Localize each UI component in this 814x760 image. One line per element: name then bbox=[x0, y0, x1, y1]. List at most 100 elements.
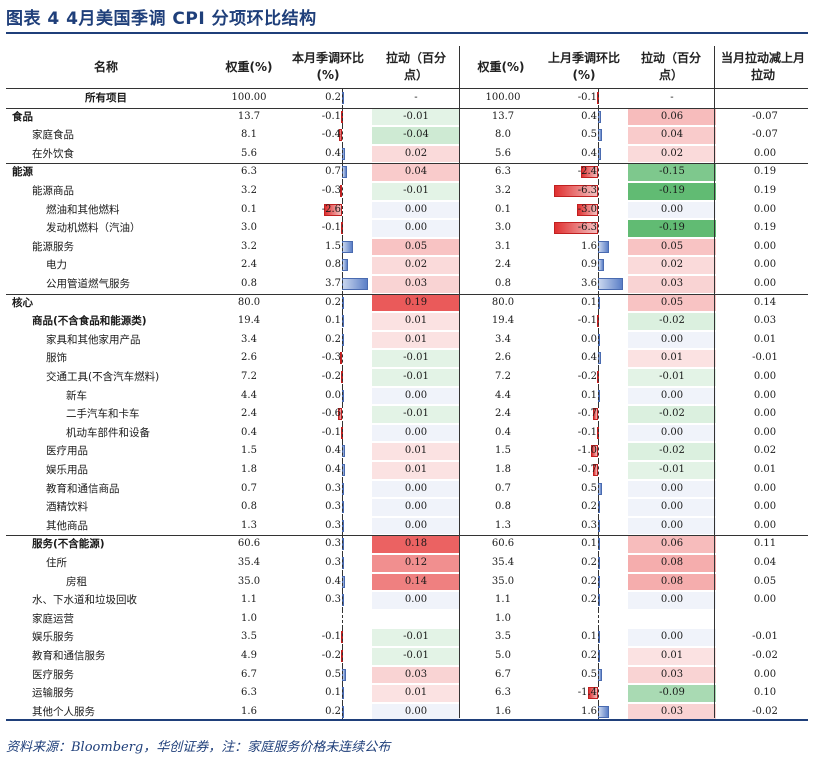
pull-current: -0.01 bbox=[372, 350, 460, 367]
pull-previous: 0.00 bbox=[628, 517, 716, 535]
row-name: 能源商品 bbox=[32, 185, 74, 197]
table-row: 燃油和其他燃料 0.1 -2.6 0.00 0.1 -3.0 0.00 0.00 bbox=[6, 200, 808, 220]
pull-difference: 0.00 bbox=[753, 371, 777, 382]
table-row: 服饰 2.6 -0.3 -0.01 2.6 0.4 0.01 -0.01 bbox=[6, 349, 808, 368]
mom-current-cell: -2.6 bbox=[290, 200, 374, 220]
pull-previous: -0.09 bbox=[628, 685, 716, 702]
pull-difference: 0.00 bbox=[753, 594, 777, 606]
zero-axis-line bbox=[598, 349, 599, 368]
row-name: 教育和通信服务 bbox=[32, 650, 106, 662]
mom-current-value: -0.3 bbox=[321, 352, 341, 364]
pull-previous: 0.00 bbox=[628, 331, 716, 349]
table-row: 住所 35.4 0.3 0.12 35.4 0.2 0.08 0.04 bbox=[6, 554, 808, 573]
mom-previous-bar bbox=[588, 687, 598, 700]
weight-previous: 5.0 bbox=[495, 650, 511, 661]
pull-current bbox=[372, 611, 460, 628]
mom-previous-bar bbox=[593, 408, 598, 421]
table-row: 娱乐服务 3.5 -0.1 -0.01 3.5 0.1 0.00 -0.01 bbox=[6, 628, 808, 647]
mom-current-cell: 0.2 bbox=[290, 89, 374, 108]
zero-axis-line bbox=[342, 405, 343, 424]
zero-axis-line bbox=[598, 386, 599, 406]
weight-previous: 13.7 bbox=[491, 110, 515, 122]
mom-current-value: 0.7 bbox=[325, 166, 341, 178]
mom-previous-value: 0.1 bbox=[581, 389, 597, 401]
mom-previous-cell: -0.1 bbox=[546, 423, 630, 443]
weight-previous: 8.0 bbox=[495, 129, 511, 141]
row-name: 能源服务 bbox=[32, 240, 74, 253]
mom-previous-value: -0.1 bbox=[577, 426, 597, 438]
zero-axis-line bbox=[342, 609, 343, 629]
row-name: 教育和通信商品 bbox=[46, 482, 120, 495]
header-weight-current: 权重(%) bbox=[225, 59, 273, 74]
weight-current: 0.8 bbox=[241, 501, 257, 513]
mom-previous-bar bbox=[598, 240, 610, 253]
table-row: 能源 6.3 0.7 0.04 6.3 -2.4 -0.15 0.19 bbox=[6, 163, 808, 182]
weight-previous: 1.8 bbox=[495, 464, 511, 475]
pull-previous: 0.06 bbox=[628, 536, 716, 553]
row-name: 水、下水道和垃圾回收 bbox=[32, 594, 137, 607]
zero-axis-line bbox=[342, 647, 343, 666]
pull-difference: -0.07 bbox=[752, 129, 778, 141]
row-name: 商品(不含食品和能源类) bbox=[32, 315, 147, 328]
table-row: 医疗用品 1.5 0.4 0.01 1.5 -1.0 -0.02 0.02 bbox=[6, 442, 808, 461]
mom-current-bar bbox=[339, 185, 342, 197]
zero-axis-line bbox=[598, 219, 599, 238]
mom-current-cell: 0.2 bbox=[290, 330, 374, 350]
row-name: 机动车部件和设备 bbox=[66, 426, 150, 439]
weight-current: 0.7 bbox=[241, 482, 257, 494]
table-row: 所有项目 100.00 0.2 - 100.00 -0.1 - bbox=[6, 89, 808, 108]
pull-difference: 0.00 bbox=[753, 147, 777, 159]
zero-axis-line bbox=[598, 665, 599, 685]
section-divider bbox=[6, 293, 808, 295]
pull-current: 0.03 bbox=[372, 666, 460, 684]
weight-current: 1.5 bbox=[241, 445, 257, 457]
pull-current: 0.01 bbox=[372, 313, 460, 330]
pull-difference: 0.00 bbox=[753, 240, 777, 252]
pull-current: -0.01 bbox=[372, 648, 460, 665]
zero-axis-line bbox=[598, 312, 599, 331]
mom-current-cell: -0.3 bbox=[290, 182, 374, 201]
mom-current-cell: 0.3 bbox=[290, 591, 374, 610]
mom-current-value: 0.3 bbox=[325, 538, 341, 550]
pull-previous: 0.04 bbox=[628, 127, 716, 144]
weight-previous: 5.6 bbox=[495, 147, 511, 159]
mom-previous-value: 3.6 bbox=[581, 278, 597, 289]
source-note: 资料来源：Bloomberg，华创证券，注：家庭服务价格未连续公布 bbox=[6, 740, 391, 755]
pull-previous: 0.02 bbox=[628, 257, 716, 274]
pull-previous: -0.15 bbox=[628, 164, 716, 181]
chart-title: 图表 4 4月美国季调 CPI 分项环比结构 bbox=[6, 9, 317, 29]
weight-previous: 1.6 bbox=[495, 705, 511, 717]
pull-current: 0.00 bbox=[372, 220, 460, 237]
row-name: 所有项目 bbox=[85, 92, 127, 104]
mom-previous-value: -6.3 bbox=[577, 222, 597, 234]
mom-previous-value: 0.5 bbox=[581, 482, 597, 494]
mom-current-cell: 3.7 bbox=[290, 275, 374, 294]
pull-difference: 0.11 bbox=[753, 538, 777, 550]
mom-previous-cell: 0.3 bbox=[546, 516, 630, 536]
zero-axis-line bbox=[598, 572, 599, 592]
pull-difference: 0.00 bbox=[753, 668, 777, 680]
zero-axis-line bbox=[342, 330, 343, 350]
pull-previous: -0.02 bbox=[628, 406, 716, 423]
weight-previous: 6.3 bbox=[495, 687, 511, 699]
zero-axis-line bbox=[598, 256, 599, 275]
table-row: 食品 13.7 -0.1 -0.01 13.7 0.4 0.06 -0.07 bbox=[6, 107, 808, 127]
mom-previous-value: 0.4 bbox=[581, 352, 597, 364]
row-name: 服务(不含能源) bbox=[32, 538, 105, 551]
pull-difference: 0.00 bbox=[753, 482, 777, 494]
mom-current-cell: 0.1 bbox=[290, 312, 374, 331]
pull-difference: 0.00 bbox=[753, 426, 777, 438]
zero-axis-line bbox=[342, 237, 343, 257]
mom-previous-value: 0.2 bbox=[581, 594, 597, 606]
pull-previous: 0.06 bbox=[628, 108, 716, 126]
pull-previous: -0.19 bbox=[628, 220, 716, 237]
weight-previous: 3.2 bbox=[495, 185, 511, 196]
mom-previous-value: 0.2 bbox=[581, 501, 597, 513]
mom-current-cell: 0.7 bbox=[290, 163, 374, 182]
weight-previous: 1.5 bbox=[495, 445, 511, 457]
table-row: 家庭运营 1.0 1.0 bbox=[6, 609, 808, 629]
weight-previous: 3.1 bbox=[495, 240, 511, 252]
pull-previous: 0.05 bbox=[628, 294, 716, 312]
row-name: 住所 bbox=[46, 557, 67, 569]
pull-difference: 0.00 bbox=[753, 501, 777, 513]
